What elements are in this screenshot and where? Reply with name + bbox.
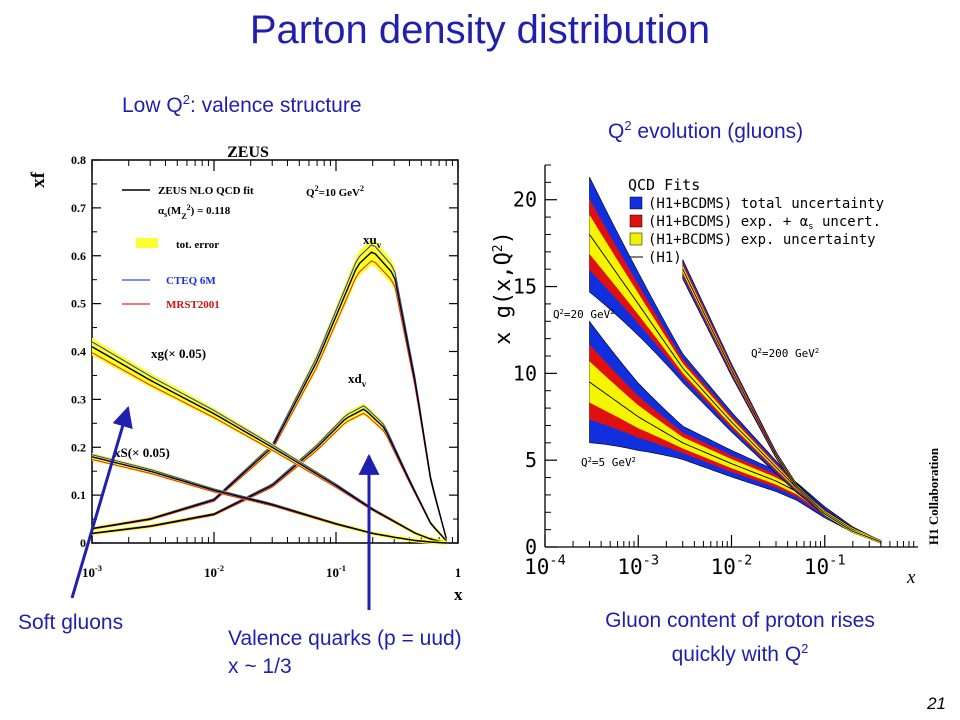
zeus-ytick-label: 0.7 xyxy=(71,201,86,215)
zeus-ytick-label: 0.1 xyxy=(71,488,86,502)
caption-valence: Valence quarks (p = uud) x ~ 1/3 xyxy=(228,627,462,678)
zeus-ylabel: xf xyxy=(28,171,49,188)
legend-qcd-header: QCD Fits xyxy=(628,176,700,194)
zeus-ytick-label: 0.4 xyxy=(71,345,86,359)
legend-exp-swatch xyxy=(629,232,643,246)
zeus-xtick-label: 10-1 xyxy=(326,563,346,580)
h1-ylabel: x g(x,Q2) xyxy=(491,231,516,345)
legend-total-label: (H1+BCDMS) total uncertainty xyxy=(648,196,884,212)
legend-expalpha-swatch xyxy=(629,214,643,228)
legend-total-swatch xyxy=(629,196,643,210)
left-subtitle: Low Q2: valence structure xyxy=(122,92,362,117)
h1-axes: 0 5 10 15 20 10-4 10-3 10-2 10-1 xyxy=(513,164,918,579)
label-xdv: xdv xyxy=(348,371,367,389)
page-number: 21 xyxy=(927,694,946,713)
legend-error-swatch xyxy=(136,238,158,248)
zeus-xtick-label: 1 xyxy=(455,565,462,580)
zeus-band-xS(×0.05) xyxy=(92,452,447,545)
zeus-xtick-label: 10-3 xyxy=(82,563,102,580)
right-subtitle: Q2 evolution (gluons) xyxy=(608,118,804,143)
slide-title: Parton density distribution xyxy=(249,8,711,52)
caption-gluon-content: Gluon content of proton rises quickly wi… xyxy=(605,609,875,666)
zeus-fit-xd_v xyxy=(91,408,447,542)
h1-xtick-label: 10-4 xyxy=(524,553,566,579)
legend-expalpha-label: (H1+BCDMS) exp. + αs uncert. xyxy=(648,214,881,232)
h1-ytick-label: 15 xyxy=(513,275,537,299)
legend-h1-label: (H1) xyxy=(648,250,682,266)
label-xuv: xuv xyxy=(363,232,382,250)
h1-fit-line-2 xyxy=(682,268,882,543)
label-q2-20: Q2=20 GeV2 xyxy=(553,308,614,321)
zeus-mrst-xu_v xyxy=(91,260,447,539)
zeus-curves xyxy=(91,239,447,545)
zeus-fit-xS(×0.05) xyxy=(91,456,447,544)
legend-error-label: tot. error xyxy=(176,239,219,251)
zeus-ytick-label: 0.8 xyxy=(71,153,86,167)
h1-xtick-label: 10-3 xyxy=(617,553,659,579)
zeus-ytick-label: 0 xyxy=(80,536,86,550)
zeus-ytick-label: 0.2 xyxy=(71,440,86,454)
legend-exp-label: (H1+BCDMS) exp. uncertainty xyxy=(648,232,876,248)
zeus-ytick-label: 0.6 xyxy=(71,249,86,263)
zeus-fit-xg(×0.05) xyxy=(91,346,447,544)
h1-collab-label: H1 Collaboration xyxy=(926,447,941,545)
zeus-chart: 0 0.1 0.2 0.3 0.4 0.5 0.6 0.7 0.8 10-3 10-2 10-1 1 Z… xyxy=(28,144,463,604)
legend-q2-label: Q2=10 GeV2 xyxy=(306,184,364,199)
h1-ytick-label: 0 xyxy=(525,535,537,559)
zeus-xtick-label: 10-2 xyxy=(204,563,224,580)
zeus-fit-xu_v xyxy=(91,251,447,539)
zeus-ytick-label: 0.3 xyxy=(71,392,86,406)
soft-gluon-arrow xyxy=(70,405,133,599)
label-q2-5: Q2=5 GeV2 xyxy=(581,456,636,469)
h1-chart: 0 5 10 15 20 10-4 10-3 10-2 10-1 x g(x,Q2) x H1 … xyxy=(491,164,941,588)
zeus-band-xg(×0.05) xyxy=(92,337,447,545)
zeus-ytick-label: 0.5 xyxy=(71,297,86,311)
h1-xtick-label: 10-1 xyxy=(804,553,846,579)
h1-ytick-label: 10 xyxy=(513,361,537,385)
zeus-title: ZEUS xyxy=(227,144,269,161)
h1-ytick-label: 5 xyxy=(525,448,537,472)
h1-ytick-label: 20 xyxy=(513,188,537,212)
caption-soft-gluons: Soft gluons xyxy=(18,611,124,634)
legend-mrst-label: MRST2001 xyxy=(166,299,220,311)
label-xg: xg(× 0.05) xyxy=(151,346,206,361)
legend-cteq-label: CTEQ 6M xyxy=(166,275,216,287)
legend-alpha-label: αs(MZ2) = 0.118 xyxy=(158,203,231,221)
h1-xtick-label: 10-2 xyxy=(711,553,753,579)
label-q2-200: Q2=200 GeV2 xyxy=(751,347,819,360)
h1-xlabel: x xyxy=(906,567,916,588)
zeus-xlabel: x xyxy=(454,585,463,604)
label-xs: xS(× 0.05) xyxy=(114,445,170,460)
legend-fit-label: ZEUS NLO QCD fit xyxy=(158,185,254,197)
